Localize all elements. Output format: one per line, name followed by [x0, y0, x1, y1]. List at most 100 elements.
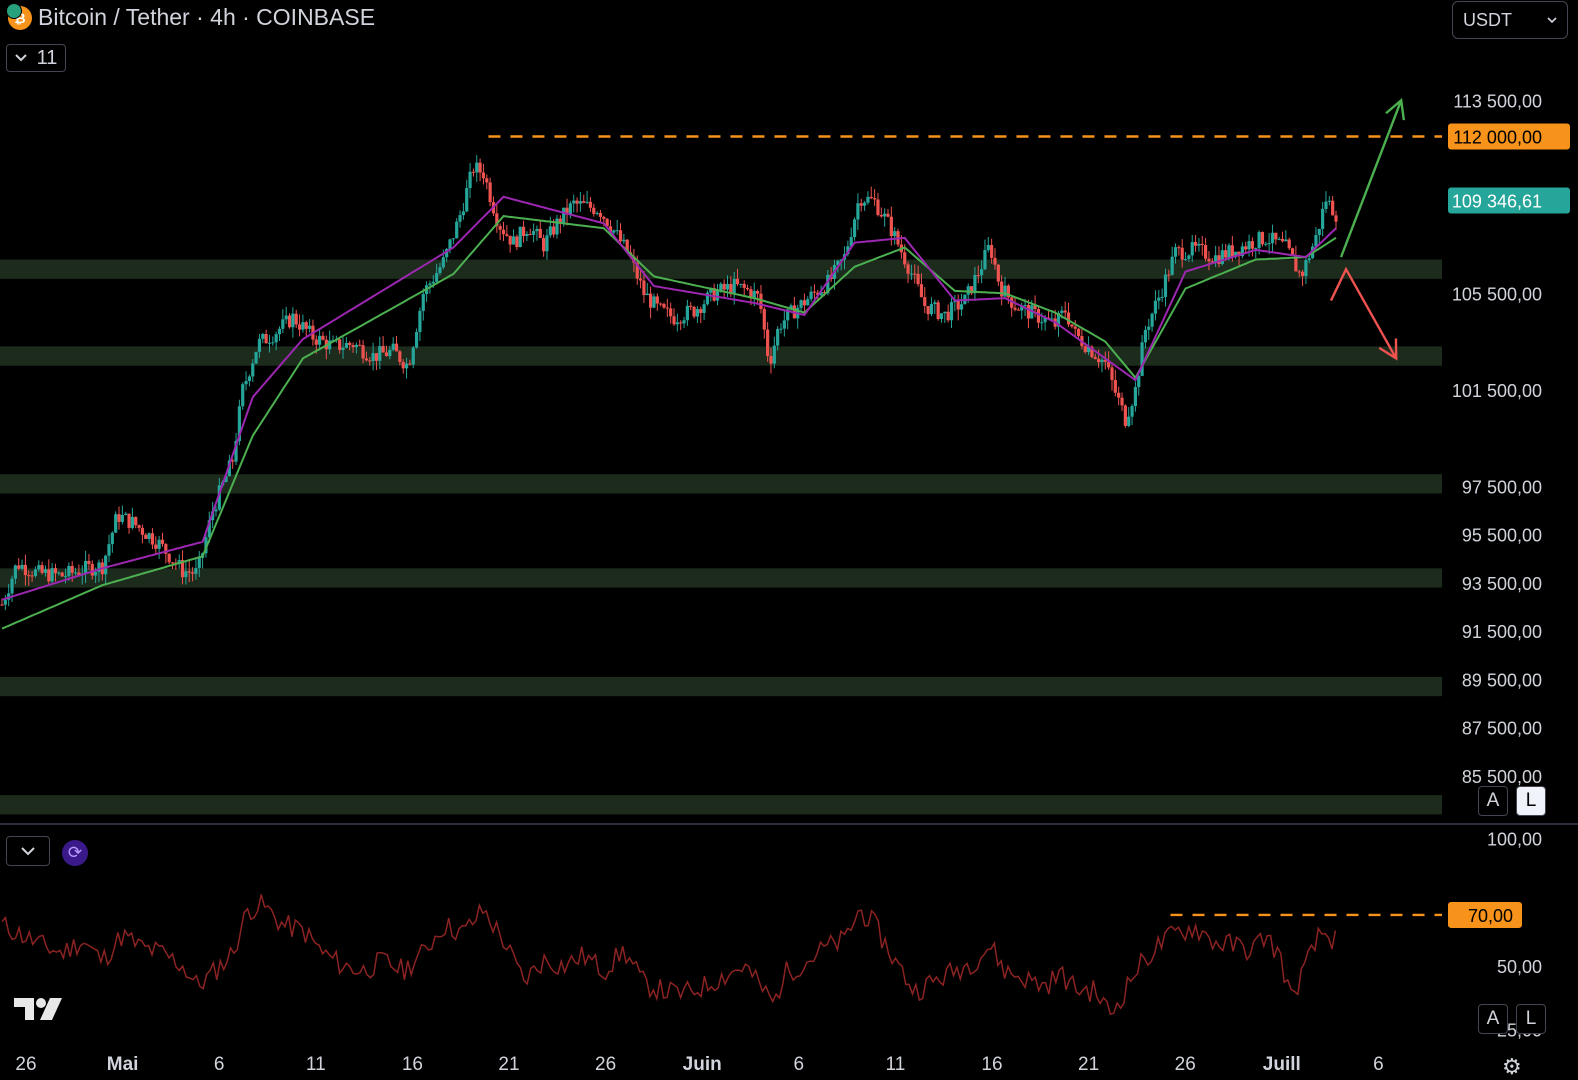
candle-body — [1143, 329, 1148, 343]
rsi-log-scale-button[interactable]: L — [1516, 1004, 1546, 1034]
candle-body — [1076, 328, 1081, 337]
time-tick-label: 11 — [886, 1054, 906, 1075]
candle-body — [1324, 201, 1328, 209]
candle-body — [1093, 357, 1097, 359]
candle-body — [87, 560, 91, 564]
candle-body — [408, 363, 412, 365]
candle-body — [455, 221, 459, 239]
candle-body — [257, 338, 262, 352]
candle-body — [946, 311, 950, 321]
candle-body — [1190, 242, 1194, 256]
indicators-legend-toggle[interactable]: 11 — [6, 44, 66, 72]
candle-body — [662, 303, 666, 308]
candle-body — [685, 305, 689, 321]
rsi-collapse-button[interactable] — [6, 836, 50, 866]
candle-body — [996, 264, 1000, 282]
candle-body — [351, 345, 355, 348]
refresh-icon[interactable]: ⟳ — [62, 840, 88, 866]
candle-body — [846, 246, 850, 255]
candle-body — [893, 231, 897, 237]
candle-body — [1173, 247, 1178, 257]
candle-body — [468, 171, 472, 189]
candle-body — [1120, 397, 1124, 406]
candle-body — [806, 299, 810, 306]
symbol-header[interactable]: ₿ Bitcoin / Tether · 4h · COINBASE — [6, 2, 375, 31]
candle-body — [137, 525, 141, 528]
candle-body — [207, 520, 211, 538]
candle-body — [180, 560, 185, 578]
candle-body — [368, 360, 372, 362]
candle-body — [237, 406, 241, 441]
candle-body — [1267, 243, 1271, 245]
candle-body — [338, 339, 342, 350]
candle-body — [558, 218, 562, 224]
candle-body — [1150, 313, 1154, 327]
tradingview-logo[interactable] — [14, 996, 64, 1022]
currency-select[interactable]: USDT — [1452, 1, 1568, 39]
candle-body — [531, 231, 536, 235]
candle-body — [461, 211, 465, 216]
candle-body — [1227, 245, 1231, 258]
time-tick-label: 16 — [981, 1054, 1002, 1075]
candle-body — [184, 571, 188, 578]
candle-body — [214, 509, 218, 512]
candle-body — [1321, 208, 1325, 229]
settings-gear-icon[interactable]: ⚙ — [1502, 1054, 1522, 1079]
ema-fast-line — [1, 195, 1337, 601]
candle-body — [354, 344, 358, 348]
candle-body — [521, 226, 526, 237]
time-tick-label: 6 — [794, 1054, 805, 1075]
candle-body — [1040, 322, 1044, 324]
candle-body — [729, 284, 733, 295]
candle-body — [1013, 307, 1017, 310]
candle-body — [438, 267, 442, 274]
candle-body — [745, 287, 750, 290]
candle-body — [77, 572, 81, 576]
auto-scale-button[interactable]: A — [1478, 786, 1508, 816]
candle-body — [709, 288, 713, 293]
scenario-arrowhead-up — [1385, 97, 1406, 121]
candle-body — [782, 320, 786, 329]
candle-body — [1334, 215, 1338, 222]
candle-body — [625, 239, 629, 253]
candle-body — [435, 273, 439, 282]
candle-body — [301, 322, 305, 330]
candle-body — [217, 485, 221, 510]
last-price-label: 109 346,61 — [1452, 192, 1542, 212]
rsi-auto-scale-button[interactable]: A — [1478, 1004, 1508, 1034]
log-scale-button[interactable]: L — [1516, 786, 1546, 816]
candle-body — [679, 322, 683, 324]
currency-label: USDT — [1463, 9, 1512, 30]
candle-body — [1180, 247, 1184, 260]
candle-body — [53, 568, 58, 574]
candle-body — [859, 203, 863, 206]
candle-body — [752, 290, 756, 299]
candle-body — [568, 203, 572, 215]
candle-body — [67, 565, 71, 577]
candle-body — [277, 328, 282, 335]
candle-body — [1331, 200, 1335, 216]
price-tick-label: 97 500,00 — [1462, 477, 1542, 497]
candle-body — [645, 293, 649, 296]
candle-body — [1264, 243, 1268, 245]
candle-body — [167, 553, 171, 563]
rsi-overbought-tag — [1448, 901, 1522, 928]
candle-body — [110, 532, 114, 545]
candle-body — [73, 572, 78, 574]
candle-body — [1274, 232, 1278, 240]
bitcoin-tether-icon: ₿ — [6, 2, 32, 30]
candle-body — [287, 315, 292, 328]
candle-body — [204, 537, 208, 554]
candle-body — [94, 571, 98, 576]
candle-body — [849, 237, 853, 247]
time-tick-label: 16 — [402, 1054, 423, 1075]
candle-body — [933, 302, 937, 305]
candle-body — [1020, 305, 1024, 311]
chevron-down-icon — [1547, 16, 1557, 23]
candle-body — [642, 280, 646, 296]
candle-body — [1284, 239, 1288, 242]
candle-body — [147, 533, 151, 539]
candle-body — [1066, 312, 1071, 325]
price-tick-label: 89 500,00 — [1462, 670, 1542, 690]
